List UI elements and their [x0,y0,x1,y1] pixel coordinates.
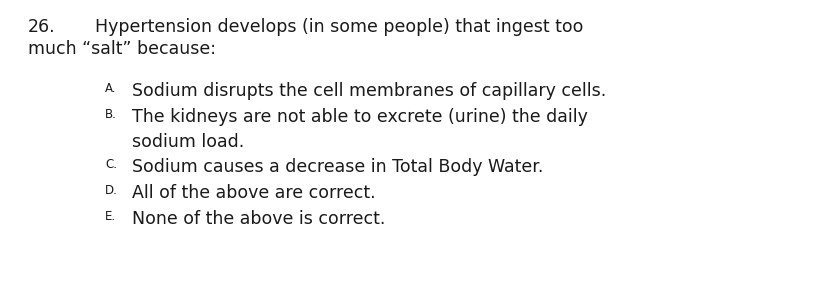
Text: B.: B. [105,108,117,121]
Text: Sodium disrupts the cell membranes of capillary cells.: Sodium disrupts the cell membranes of ca… [131,82,605,100]
Text: All of the above are correct.: All of the above are correct. [131,184,375,202]
Text: sodium load.: sodium load. [131,133,244,151]
Text: much “salt” because:: much “salt” because: [28,40,216,58]
Text: Hypertension develops (in some people) that ingest too: Hypertension develops (in some people) t… [95,18,583,36]
Text: The kidneys are not able to excrete (urine) the daily: The kidneys are not able to excrete (uri… [131,108,587,125]
Text: D.: D. [105,184,117,197]
Text: 26.: 26. [28,18,55,36]
Text: C.: C. [105,158,117,171]
Text: Sodium causes a decrease in Total Body Water.: Sodium causes a decrease in Total Body W… [131,158,543,177]
Text: E.: E. [105,209,116,222]
Text: A.: A. [105,82,117,95]
Text: None of the above is correct.: None of the above is correct. [131,209,385,228]
